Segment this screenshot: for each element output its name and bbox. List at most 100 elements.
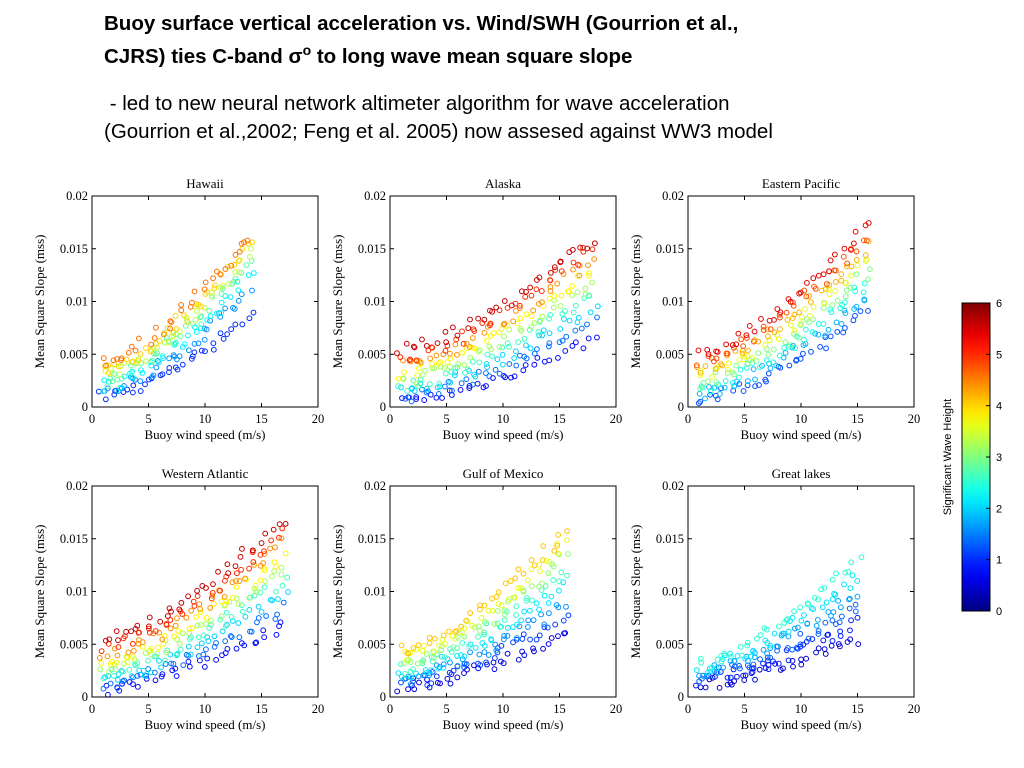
data-point <box>857 308 864 314</box>
data-point <box>472 645 479 651</box>
data-point <box>448 369 455 375</box>
data-point <box>740 343 747 350</box>
data-point <box>104 383 111 390</box>
data-point <box>437 680 443 687</box>
data-point <box>279 582 286 589</box>
data-point <box>139 639 146 646</box>
data-point <box>704 378 711 385</box>
data-point <box>825 326 832 333</box>
y-tick-label: 0.005 <box>60 347 88 361</box>
data-point <box>419 336 425 343</box>
data-point <box>447 355 454 362</box>
data-point <box>410 675 417 682</box>
data-point <box>138 367 144 374</box>
data-point <box>594 303 601 310</box>
data-point <box>706 383 712 390</box>
data-point <box>847 246 854 253</box>
data-point <box>712 366 719 372</box>
data-point <box>222 638 229 645</box>
data-point <box>508 374 514 381</box>
data-point <box>527 345 534 352</box>
data-point <box>558 569 565 576</box>
data-point <box>500 660 507 667</box>
data-point <box>850 240 857 247</box>
data-point <box>201 286 208 293</box>
data-point <box>246 253 253 260</box>
data-point <box>837 633 844 639</box>
data-point <box>800 641 807 648</box>
data-point <box>129 389 136 396</box>
data-point <box>520 631 527 638</box>
data-point <box>841 325 848 331</box>
data-point <box>104 385 111 392</box>
data-point <box>803 280 810 286</box>
data-point <box>736 662 742 669</box>
data-point <box>516 302 523 309</box>
data-point <box>508 302 515 309</box>
data-point <box>194 593 201 600</box>
data-point <box>488 346 495 353</box>
x-tick-label: 5 <box>741 702 747 716</box>
data-point <box>217 616 224 623</box>
data-point <box>743 335 750 341</box>
data-point <box>791 608 797 615</box>
data-point <box>444 675 451 682</box>
data-point <box>117 384 124 391</box>
data-point <box>696 390 703 397</box>
data-point <box>125 349 132 356</box>
data-point <box>261 634 268 641</box>
data-point <box>556 339 563 346</box>
data-point <box>566 317 573 324</box>
data-point <box>427 355 434 362</box>
data-point <box>495 589 502 596</box>
data-point <box>791 331 797 337</box>
data-point <box>760 660 766 667</box>
data-point <box>218 310 225 316</box>
data-point <box>539 557 546 563</box>
data-point <box>102 674 108 681</box>
data-point <box>481 649 488 656</box>
data-point <box>147 669 154 676</box>
data-point <box>152 324 159 331</box>
data-point <box>700 672 707 679</box>
data-point <box>202 348 208 355</box>
data-point <box>797 641 804 648</box>
data-point <box>811 594 818 601</box>
x-tick-label: 5 <box>741 412 747 426</box>
data-point <box>251 270 257 276</box>
data-point <box>453 336 460 343</box>
data-point <box>762 342 769 348</box>
data-point <box>722 378 729 384</box>
data-point <box>834 297 841 304</box>
x-tick-label: 20 <box>908 702 921 716</box>
data-point <box>174 615 180 622</box>
data-point <box>493 647 500 654</box>
data-point <box>447 350 453 357</box>
data-point <box>732 348 739 354</box>
data-point <box>143 345 149 351</box>
data-point <box>191 288 198 295</box>
data-point <box>775 660 782 667</box>
data-point <box>832 591 839 598</box>
title-line-1: Buoy surface vertical acceleration vs. W… <box>104 12 739 35</box>
data-point <box>225 570 232 577</box>
data-point <box>457 387 464 393</box>
data-point <box>794 644 800 651</box>
x-tick-label: 15 <box>553 412 566 426</box>
data-point <box>542 583 549 590</box>
data-point <box>721 384 728 391</box>
scatter-points <box>693 220 873 407</box>
data-point <box>249 287 255 294</box>
data-point <box>239 608 246 615</box>
data-point <box>555 531 562 538</box>
data-point <box>791 625 798 632</box>
data-point <box>489 607 496 614</box>
data-point <box>543 557 550 564</box>
data-point <box>735 330 742 337</box>
data-point <box>787 342 793 348</box>
data-point <box>523 311 530 318</box>
data-point <box>466 344 473 350</box>
data-point <box>764 650 771 657</box>
data-point <box>555 551 562 558</box>
data-point <box>422 667 429 673</box>
